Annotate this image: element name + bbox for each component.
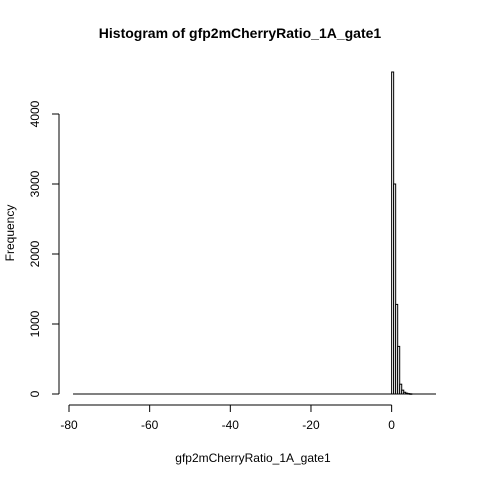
x-tick-label: 0: [388, 418, 395, 432]
x-axis: -80 -60 -40 -20 0: [60, 404, 395, 432]
histogram-bars: [73, 71, 436, 395]
histogram-bar: [393, 183, 397, 395]
histogram-bar: [399, 383, 403, 395]
chart-title: Histogram of gfp2mCherryRatio_1A_gate1: [99, 25, 382, 41]
histogram-bar: [409, 393, 413, 395]
x-tick-label: -60: [141, 418, 159, 432]
x-tick-label: -20: [302, 418, 320, 432]
histogram-bar: [397, 345, 401, 395]
y-axis-label: Frequency: [3, 205, 17, 262]
y-tick-label: 0: [28, 390, 42, 397]
y-tick-label: 2000: [28, 240, 42, 267]
y-axis: 0 1000 2000 3000 4000: [28, 100, 60, 397]
y-tick-label: 1000: [28, 310, 42, 337]
y-tick-label: 3000: [28, 170, 42, 197]
x-axis-label: gfp2mCherryRatio_1A_gate1: [175, 451, 331, 465]
y-tick-label: 4000: [28, 100, 42, 127]
x-tick-label: -40: [222, 418, 240, 432]
x-tick-label: -80: [60, 418, 78, 432]
